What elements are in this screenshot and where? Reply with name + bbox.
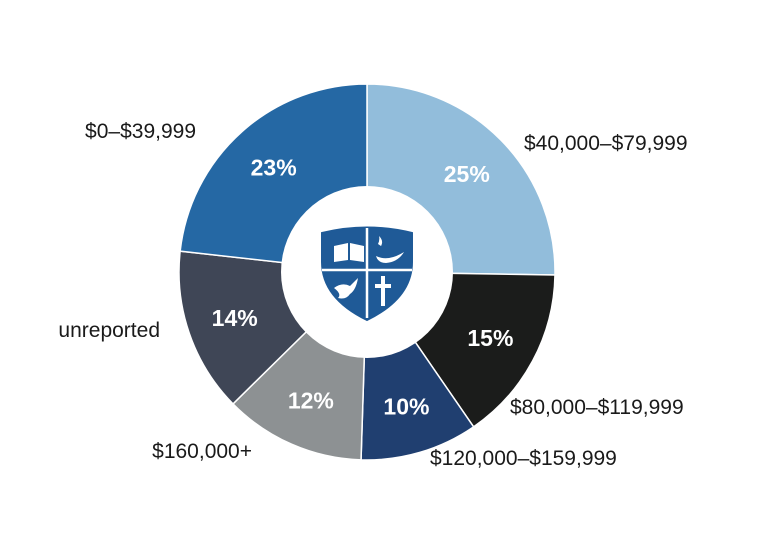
slice-percent-label: 12% bbox=[288, 387, 334, 413]
slice-category-label: $0–$39,999 bbox=[85, 120, 196, 143]
slice-category-label: $160,000+ bbox=[152, 440, 252, 463]
slice-percent-label: 14% bbox=[212, 305, 258, 331]
slice-percent-label: 10% bbox=[383, 393, 429, 419]
slice-percent-label: 15% bbox=[467, 325, 513, 351]
slice-category-label: $40,000–$79,999 bbox=[524, 132, 688, 155]
slice-percent-label: 23% bbox=[251, 155, 297, 181]
slice-category-label: $80,000–$119,999 bbox=[510, 396, 684, 419]
shield-crest-icon bbox=[321, 226, 413, 322]
slice-category-label: $120,000–$159,999 bbox=[430, 447, 617, 470]
slice-category-label: unreported bbox=[58, 319, 160, 342]
category-labels: $40,000–$79,999 $80,000–$119,999 $120,000–… bbox=[58, 120, 687, 470]
percent-labels: 25% 15% 10% 12% 14% 23% bbox=[212, 155, 514, 420]
slice-percent-label: 25% bbox=[444, 161, 490, 187]
